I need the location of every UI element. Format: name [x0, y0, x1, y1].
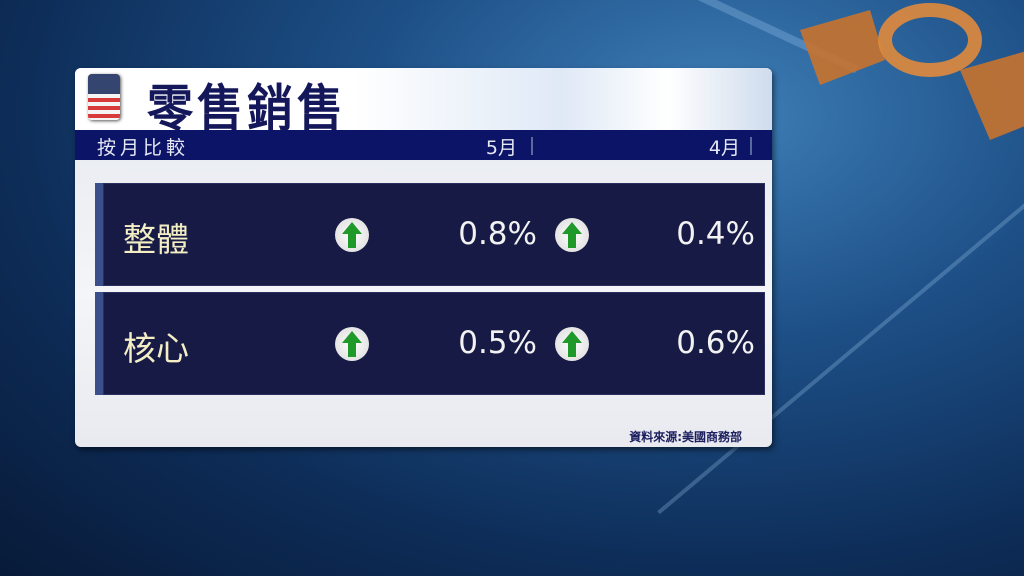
- column-may: 5月: [485, 137, 517, 159]
- april-value: 0.4%: [676, 216, 755, 252]
- channel-logo-icon: [800, 3, 1024, 140]
- arrow-up-icon: [335, 218, 369, 252]
- may-value: 0.5%: [458, 325, 537, 361]
- column-april: 4月: [708, 137, 740, 159]
- comparison-label: 按月比較: [97, 137, 190, 159]
- arrow-up-icon: [555, 327, 589, 361]
- panel-title: 零售銷售: [147, 78, 347, 138]
- us-flag-icon: [88, 74, 120, 120]
- row-label: 整體: [123, 220, 189, 259]
- table-row: 整體 0.8% 0.4%: [95, 183, 765, 286]
- divider: [531, 137, 533, 155]
- divider: [750, 137, 752, 155]
- arrow-up-icon: [335, 327, 369, 361]
- april-value: 0.6%: [676, 325, 755, 361]
- row-label: 核心: [123, 329, 189, 368]
- source-note: 資料來源:美國商務部: [629, 430, 742, 444]
- arrow-up-icon: [555, 218, 589, 252]
- may-value: 0.8%: [458, 216, 537, 252]
- table-row: 核心 0.5% 0.6%: [95, 292, 765, 395]
- retail-sales-panel: 零售銷售 按月比較 5月 4月 整體 0.8% 0.4% 核心 0.5% 0.6…: [75, 68, 772, 447]
- title-bar: 零售銷售: [75, 68, 772, 138]
- column-header: 按月比較 5月 4月: [75, 130, 772, 160]
